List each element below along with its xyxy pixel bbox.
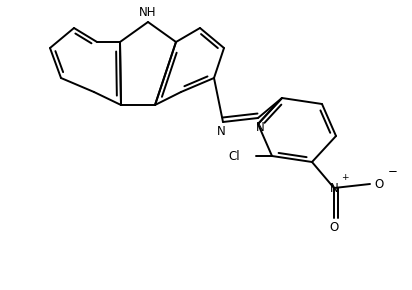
Text: O: O <box>374 177 383 191</box>
Text: +: + <box>341 173 349 182</box>
Text: N: N <box>330 182 338 195</box>
Text: N: N <box>217 125 225 138</box>
Text: O: O <box>329 221 339 234</box>
Text: Cl: Cl <box>228 150 240 162</box>
Text: −: − <box>388 165 398 178</box>
Text: N: N <box>255 121 265 134</box>
Text: NH: NH <box>139 6 157 19</box>
